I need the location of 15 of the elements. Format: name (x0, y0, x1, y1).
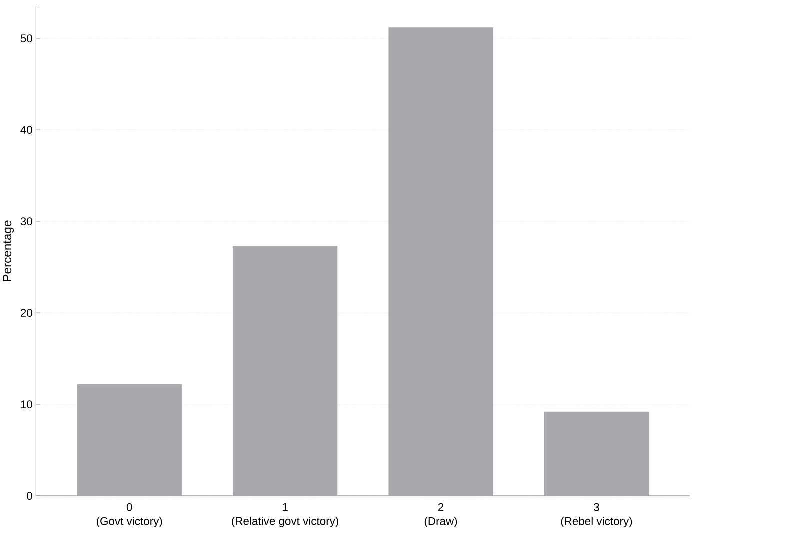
y-tick-label: 20 (20, 309, 32, 318)
bar (232, 246, 338, 496)
y-axis-title: Percentage (3, 220, 14, 282)
y-tick-label: 30 (20, 218, 32, 226)
y-tick-label: 10 (21, 400, 32, 409)
y-tick-label: 0 (27, 492, 32, 500)
x-tick-label: 0 (Govt victory) (96, 504, 162, 528)
bar (77, 384, 182, 496)
x-tick-label: 3 (Rebel victory) (561, 504, 632, 528)
bar (544, 412, 650, 496)
y-tick-label: 50 (20, 34, 32, 43)
bar (388, 28, 494, 496)
x-tick-label: 2 (Draw) (424, 504, 458, 528)
x-tick-label: 1 (Relative govt victory) (232, 504, 338, 528)
y-tick-label: 40 (20, 126, 32, 134)
